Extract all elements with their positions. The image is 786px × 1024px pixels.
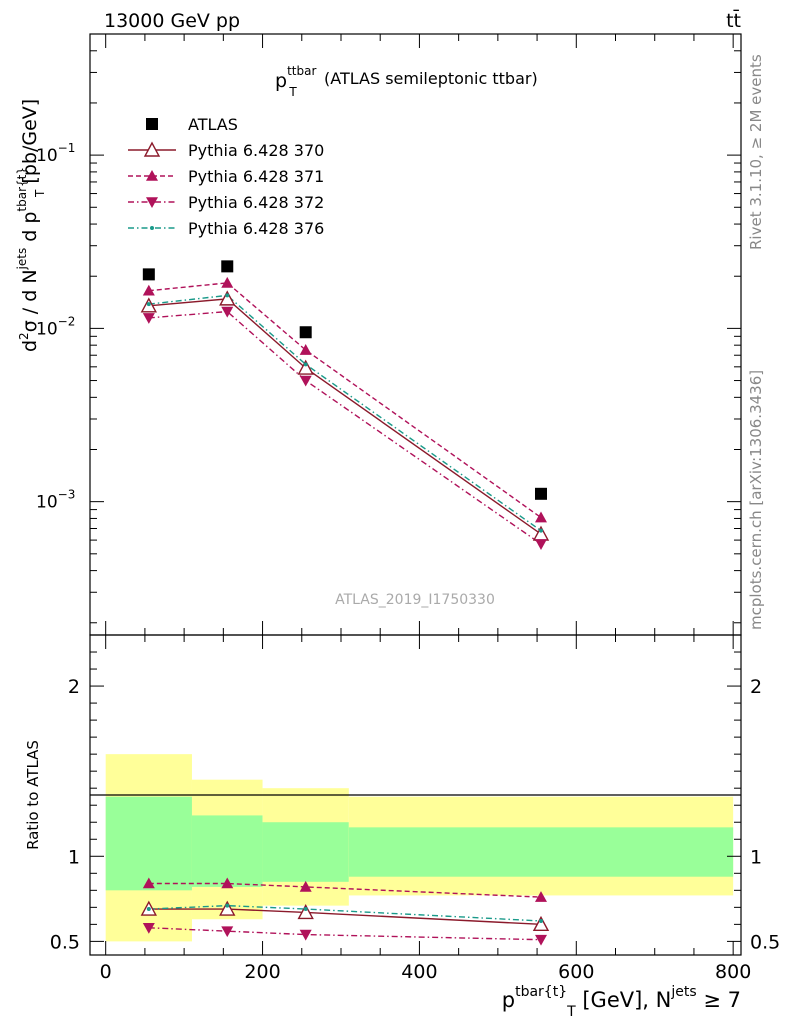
ratio-line	[148, 908, 542, 926]
legend-marker	[146, 170, 158, 181]
beam-label: 13000 GeV pp	[104, 10, 240, 32]
x-axis-label: ptbar{t}T [GeV], Njets ≥ 7	[502, 984, 741, 1020]
data-point	[299, 344, 312, 355]
main-y-tick-label: 10−3	[36, 488, 75, 513]
ratio-line	[148, 882, 542, 898]
legend: ATLAS Pythia 6.428 370 Pythia 6.428 371 Pyt…	[128, 115, 324, 238]
x-tick-label: 800	[715, 961, 751, 983]
main-series-lines	[148, 282, 542, 545]
analysis-watermark: ATLAS_2019_I1750330	[335, 592, 495, 608]
data-point	[534, 511, 547, 523]
mcplots-label: mcplots.cern.ch [arXiv:1306.3436]	[747, 370, 765, 630]
ratio-panel: 0.5 0.5 1 1 2 2 0 200 400 600 800 Ratio to ATLAS p…	[24, 634, 780, 1020]
ratio-point	[146, 907, 151, 912]
main-y-axis-label: d2σ / d Njets d ptbar{t} T [pb/GeV]	[15, 99, 47, 352]
inner-band	[191, 815, 263, 887]
ratio-series-lines	[148, 882, 542, 941]
legend-marker	[150, 226, 154, 230]
data-point	[538, 528, 543, 533]
data-point	[299, 375, 312, 387]
ratio-uncertainty-bands	[105, 754, 734, 942]
legend-label: Pythia 6.428 370	[188, 141, 324, 160]
data-point	[534, 487, 547, 500]
plot-title: pttbar T	[275, 64, 316, 99]
ratio-point	[142, 877, 155, 889]
data-point	[297, 359, 314, 375]
legend-marker	[146, 118, 158, 130]
ratio-ticks	[90, 635, 741, 955]
ratio-tick-labels: 0.5 0.5 1 1 2 2 0 200 400 600 800	[50, 676, 780, 983]
ratio-point	[532, 915, 550, 932]
data-point	[221, 276, 234, 288]
ratio-point	[303, 907, 308, 912]
ratio-y-tick-label: 1	[750, 846, 762, 868]
data-point	[146, 302, 151, 307]
ratio-point	[142, 922, 155, 934]
ratio-point	[538, 918, 543, 923]
ratio-point	[225, 903, 230, 908]
data-point	[303, 362, 308, 367]
ratio-point	[534, 934, 547, 946]
series-line	[148, 282, 542, 519]
ratio-point	[299, 880, 312, 892]
data-point	[221, 260, 234, 273]
ratio-line	[148, 927, 542, 941]
ratio-point	[534, 891, 547, 902]
legend-label: ATLAS	[188, 115, 238, 134]
data-point	[142, 284, 155, 296]
plot-title-rest: (ATLAS semileptonic ttbar)	[324, 69, 538, 88]
ratio-y-tick-label: 0.5	[750, 931, 780, 953]
ratio-y-tick-label: 0.5	[50, 931, 80, 953]
inner-band	[262, 822, 349, 882]
legend-label: Pythia 6.428 376	[188, 219, 324, 238]
data-point	[221, 306, 234, 318]
main-series-markers	[140, 260, 550, 550]
data-point	[534, 539, 547, 550]
main-y-tick-label: 10−1	[36, 141, 75, 166]
legend-marker	[143, 141, 161, 157]
legend-label: Pythia 6.428 371	[188, 167, 324, 186]
inner-band	[105, 796, 192, 891]
legend-label: Pythia 6.428 372	[188, 193, 324, 212]
data-point	[219, 290, 236, 306]
x-tick-label: 0	[100, 961, 112, 983]
series-line	[148, 294, 542, 532]
series-line	[148, 310, 542, 545]
ratio-y-tick-label: 2	[750, 676, 762, 698]
process-label: tt̄	[726, 8, 741, 32]
legend-marker	[146, 197, 158, 208]
ratio-point	[299, 929, 312, 941]
ratio-point	[221, 877, 234, 889]
rivet-label: Rivet 3.1.10, ≥ 2M events	[747, 54, 765, 250]
ratio-point	[297, 903, 314, 920]
ratio-series-markers	[140, 877, 550, 946]
ratio-line	[148, 904, 542, 922]
data-point	[142, 268, 155, 281]
main-panel: 10−3 10−2 10−1 pttbar T (ATLAS semileptonic…	[15, 33, 742, 636]
inner-band	[348, 827, 734, 877]
x-tick-label: 600	[558, 961, 594, 983]
ratio-y-tick-label: 1	[68, 846, 80, 868]
data-point	[299, 326, 312, 339]
ratio-point	[221, 926, 234, 938]
x-tick-label: 200	[244, 961, 280, 983]
main-y-tick-label: 10−2	[36, 314, 75, 339]
data-point	[142, 313, 155, 324]
ratio-frame	[89, 634, 742, 956]
ratio-y-axis-label: Ratio to ATLAS	[24, 740, 42, 850]
main-y-tick-labels: 10−3 10−2 10−1	[36, 141, 75, 513]
ratio-y-tick-label: 2	[68, 676, 80, 698]
ratio-point	[219, 900, 236, 916]
series-line	[148, 298, 542, 535]
data-point	[225, 293, 230, 298]
x-tick-label: 400	[401, 961, 437, 983]
